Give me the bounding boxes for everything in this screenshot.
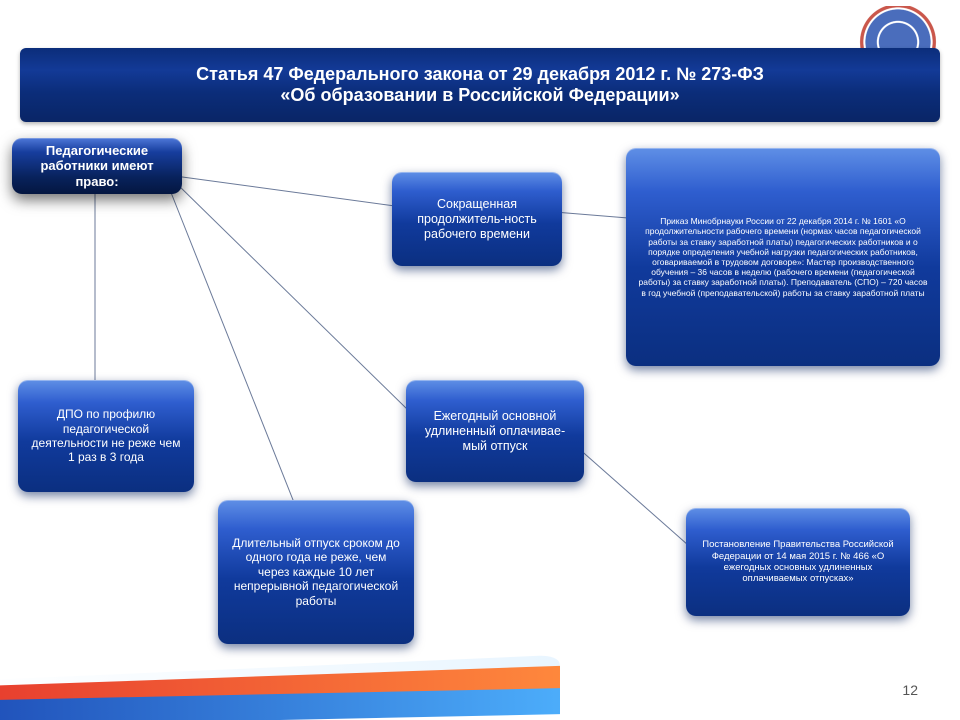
node-root-text: Педагогические работники имеют право:	[24, 143, 170, 190]
node-order-1601: Приказ Минобрнауки России от 22 декабря …	[626, 148, 940, 366]
slide: Статья 47 Федерального закона от 29 дека…	[0, 0, 960, 720]
title-line1: Статья 47 Федерального закона от 29 дека…	[20, 64, 940, 85]
node-annual-leave: Ежегодный основной удлиненный оплачивае-…	[406, 380, 584, 482]
node-gov-resolution: Постановление Правительства Российской Ф…	[686, 508, 910, 616]
node-dpo-text: ДПО по профилю педагогической деятельнос…	[30, 407, 182, 465]
node-order-1601-text: Приказ Минобрнауки России от 22 декабря …	[638, 216, 928, 298]
decorative-ribbon	[0, 650, 560, 720]
title-line2: «Об образовании в Российской Федерации»	[20, 85, 940, 106]
node-short-hours-text: Сокращенная продолжитель-ность рабочего …	[404, 197, 550, 242]
node-long-leave: Длительный отпуск сроком до одного года …	[218, 500, 414, 644]
page-number: 12	[902, 682, 918, 698]
title-banner: Статья 47 Федерального закона от 29 дека…	[20, 48, 940, 122]
node-short-hours: Сокращенная продолжитель-ность рабочего …	[392, 172, 562, 266]
node-gov-resolution-text: Постановление Правительства Российской Ф…	[698, 539, 898, 585]
node-annual-leave-text: Ежегодный основной удлиненный оплачивае-…	[418, 409, 572, 454]
node-root: Педагогические работники имеют право:	[12, 138, 182, 194]
node-long-leave-text: Длительный отпуск сроком до одного года …	[230, 536, 402, 608]
node-dpo: ДПО по профилю педагогической деятельнос…	[18, 380, 194, 492]
